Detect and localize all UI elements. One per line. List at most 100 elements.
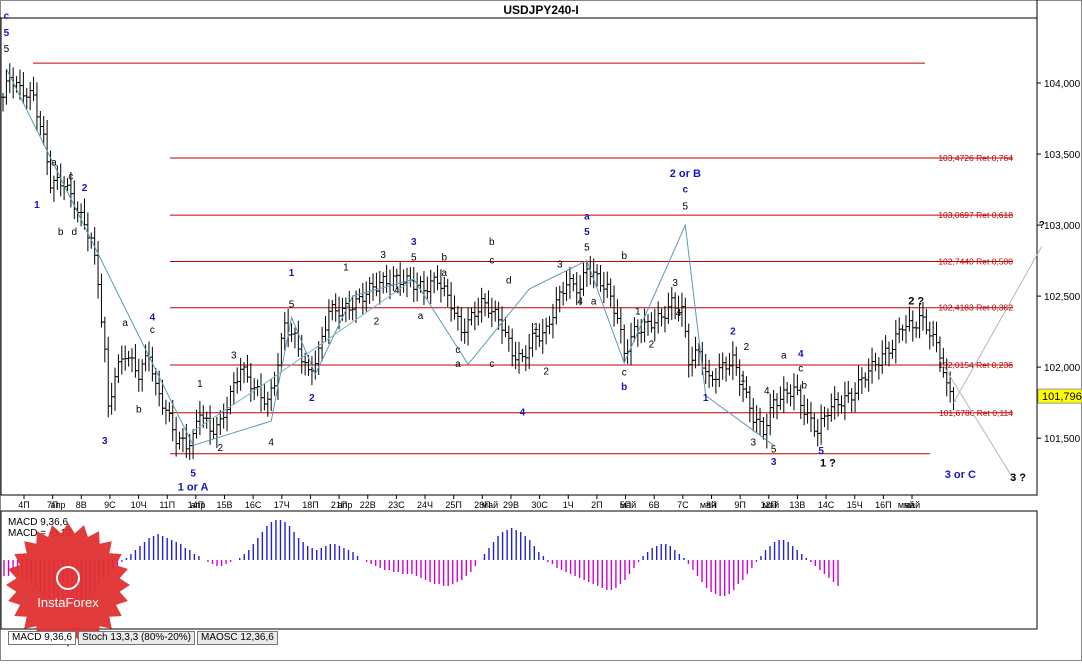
wave-label: a (781, 351, 787, 362)
month-label: апр (338, 500, 353, 510)
price-bar (357, 288, 362, 304)
fib-label: 102,7440 Ret 0,500 (938, 256, 1013, 266)
wave-label: 5 (190, 469, 196, 480)
wave-label: 5 (4, 28, 10, 39)
price-bar (876, 357, 881, 380)
wave-label: c (798, 363, 803, 374)
date-tick-label: 8В (76, 500, 87, 510)
wave-label: b (58, 227, 64, 238)
date-tick-label: май (904, 500, 920, 510)
date-tick-label: 17Ч (274, 500, 290, 510)
price-bar (24, 87, 29, 109)
price-bar (235, 367, 240, 394)
month-label: май (700, 500, 716, 510)
price-bar (666, 292, 671, 324)
price-tick-label: 101,500 (1044, 434, 1081, 445)
logo-text: InstaForex (37, 595, 99, 610)
price-bar (690, 346, 695, 377)
date-tick-label: 25П (445, 500, 461, 510)
price-bar (703, 353, 708, 385)
wave-label: 3 ? (1010, 472, 1026, 484)
wave-label: 4 (150, 312, 156, 323)
wave-label: c (683, 184, 689, 195)
indicator-tabs: MACD 9,36,6 Stoch 13,3,3 (80%-20%) MAOSC… (8, 631, 278, 645)
price-tick-label: 102,500 (1044, 292, 1081, 303)
price-bar (72, 180, 77, 220)
price-bar (618, 307, 623, 344)
price-bar (269, 378, 274, 412)
price-bar (364, 281, 369, 312)
price-bar (4, 69, 9, 105)
wave-label: c (489, 255, 494, 266)
price-bar (612, 285, 617, 327)
price-bar (119, 345, 124, 375)
price-bar (839, 395, 844, 414)
price-bar (646, 314, 650, 336)
price-bar (897, 317, 902, 344)
date-tick-label: 14П (188, 500, 204, 510)
price-bar (435, 265, 440, 291)
wave-zigzag-line-2 (192, 278, 415, 432)
wave-label: ? (1039, 220, 1045, 231)
wave-label: 5 (584, 243, 590, 254)
price-bar (527, 333, 532, 369)
price-bar (846, 380, 851, 403)
wave-label: 1 (635, 307, 641, 318)
month-label: апр (51, 500, 66, 510)
price-tick-label: 103,000 (1044, 221, 1081, 232)
price-bar (832, 386, 837, 420)
price-bar (934, 321, 939, 353)
wave-label: 5 (818, 446, 824, 457)
price-bar (51, 175, 56, 202)
price-bar (292, 327, 297, 349)
fib-label: 103,4726 Ret 0,764 (938, 153, 1013, 163)
price-bar (425, 276, 430, 299)
price-bar (764, 413, 769, 449)
price-bar (1, 92, 5, 112)
price-bar (856, 365, 861, 401)
price-bar (279, 332, 284, 373)
tab-maosc[interactable]: MAOSC 12,36,6 (196, 631, 278, 645)
price-bar (197, 400, 202, 436)
price-bar (778, 386, 783, 410)
price-bar (571, 274, 576, 292)
price-bar (622, 324, 627, 363)
price-bar (601, 271, 606, 304)
price-bar (411, 266, 416, 303)
date-tick-label: 29В (503, 500, 519, 510)
instaforex-logo: InstaForex (6, 523, 130, 647)
wave-label: 3 (411, 237, 417, 248)
price-bar (510, 328, 515, 367)
wave-label: 5 (411, 253, 417, 264)
price-bar (455, 305, 460, 331)
date-tick-label: 23С (388, 500, 405, 510)
price-bar (466, 307, 471, 346)
tab-stoch[interactable]: Stoch 13,3,3 (80%-20%) (78, 631, 195, 645)
tab-macd[interactable]: MACD 9,36,6 (8, 631, 77, 645)
price-bar (408, 267, 413, 288)
price-bar (707, 359, 712, 388)
wave-label: 2 (543, 366, 549, 377)
projection-line-2 (939, 359, 1016, 482)
wave-label: 4 (676, 308, 682, 319)
price-bar (445, 278, 450, 307)
wave-label: 2 ? (908, 296, 924, 308)
date-tick-label: 1Ч (563, 500, 574, 510)
date-tick-label: 8Ч (706, 500, 717, 510)
wave-label: d (72, 227, 78, 238)
price-bar (517, 341, 521, 374)
price-bar (656, 301, 661, 334)
price-bar (649, 312, 654, 333)
price-bar (554, 286, 559, 325)
date-tick-label: 16П (875, 500, 891, 510)
price-bar (883, 335, 888, 366)
price-bar (815, 419, 820, 447)
price-bar (225, 396, 230, 432)
date-tick-label: 30С (531, 500, 548, 510)
price-bar (31, 76, 36, 102)
price-bar (116, 354, 121, 383)
price-bar (795, 374, 800, 396)
date-tick-label: 2П (591, 500, 602, 510)
price-bar (96, 241, 101, 299)
